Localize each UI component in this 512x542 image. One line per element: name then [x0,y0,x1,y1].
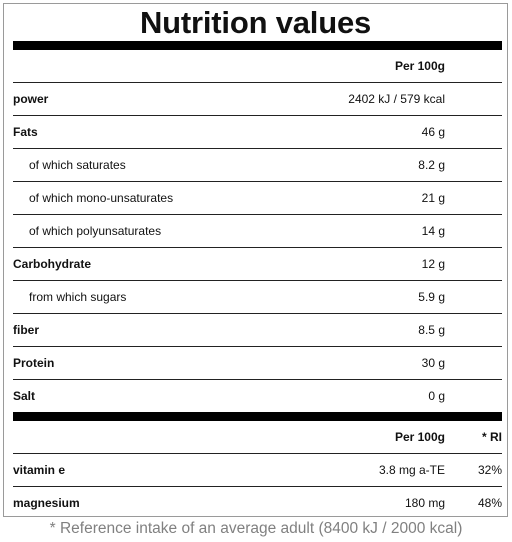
row-ri: 32% [477,463,502,477]
row-value: 21 g [421,191,445,205]
panel-title: Nutrition values [139,5,372,40]
per-100g-header: Per 100g [394,59,445,73]
ri-header: * RI [481,430,502,444]
row-value: 8.5 g [418,323,445,337]
table-row-protein: Protein 30 g [13,347,502,380]
row-value: 0 g [428,389,445,403]
row-value: 2402 kJ / 579 kcal [348,92,445,106]
row-value: 180 mg [404,496,445,510]
table-row-vitamin-e: vitamin e 3.8 mg a-TE 32% [13,454,502,487]
row-value: 3.8 mg a-TE [378,463,445,477]
reference-footnote: * Reference intake of an average adult (… [49,520,463,537]
row-value: 12 g [421,257,445,271]
vitamin-header-row: Per 100g * RI [13,421,502,454]
row-label: of which mono-unsaturates [29,191,174,205]
row-value: 30 g [421,356,445,370]
row-label: Carbohydrate [13,257,92,271]
row-label: Salt [13,389,36,403]
table-row-saturates: of which saturates 8.2 g [13,149,502,182]
row-value: 5.9 g [418,290,445,304]
row-label: fiber [13,323,40,337]
row-label: vitamin e [13,463,66,477]
table-row-power: power 2402 kJ / 579 kcal [13,83,502,116]
row-label: from which sugars [29,290,127,304]
table-row-fats: Fats 46 g [13,116,502,149]
row-value: 14 g [421,224,445,238]
row-ri: 48% [477,496,502,510]
row-value: 8.2 g [418,158,445,172]
per-100g-header: Per 100g [394,430,445,444]
table-row-polyunsaturates: of which polyunsaturates 14 g [13,215,502,248]
thick-divider-top [13,41,502,50]
row-label: power [13,92,49,106]
table-row-mono-unsaturates: of which mono-unsaturates 21 g [13,182,502,215]
row-label: of which polyunsaturates [29,224,162,238]
table-header-row: Per 100g [13,50,502,83]
row-label: magnesium [13,496,80,510]
table-row-fiber: fiber 8.5 g [13,314,502,347]
nutrition-panel: Nutrition values Per 100g power 2402 kJ … [3,3,508,517]
table-row-salt: Salt 0 g [13,380,502,413]
row-value: 46 g [421,125,445,139]
row-label: Fats [13,125,38,139]
table-row-carbohydrate: Carbohydrate 12 g [13,248,502,281]
thick-divider-bottom [13,412,502,421]
table-row-sugars: from which sugars 5.9 g [13,281,502,314]
table-row-magnesium: magnesium 180 mg 48% [13,487,502,520]
row-label: of which saturates [29,158,126,172]
row-label: Protein [13,356,55,370]
